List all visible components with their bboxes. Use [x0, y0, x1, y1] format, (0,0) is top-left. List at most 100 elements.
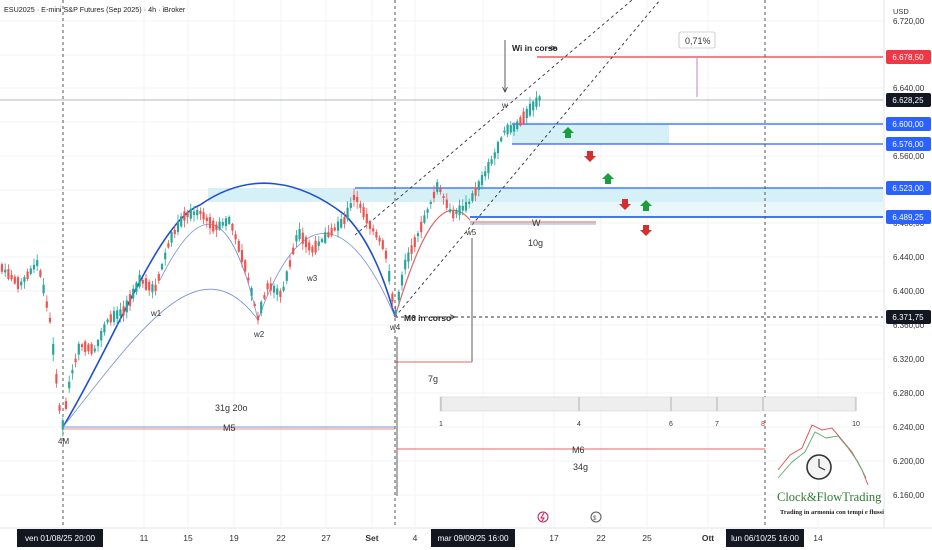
time-axis: 1115192227Set412172225Ott14ven 01/08/25 … [17, 529, 823, 547]
time-highlight-box [17, 529, 103, 547]
candle-body [61, 420, 64, 430]
candle-body [327, 232, 330, 238]
candle-body [103, 324, 106, 333]
candle-body [439, 188, 442, 193]
candle-body [48, 317, 52, 323]
candle-body [282, 286, 285, 291]
candle-body [125, 300, 128, 313]
candle-body [378, 237, 381, 242]
candle-body [138, 274, 141, 287]
candle-body [503, 130, 506, 133]
candle-body [189, 208, 192, 219]
time-tick: 11 [140, 533, 149, 543]
candle-body [416, 233, 420, 237]
candle-body [532, 101, 535, 111]
candle-body [36, 260, 39, 267]
ruler-label: 1 [439, 421, 443, 428]
arc-m5 [62, 204, 201, 428]
m6-label: M6 [572, 445, 585, 455]
label-34g: 34g [573, 462, 588, 472]
candle-body [336, 221, 340, 231]
candle-body [52, 344, 55, 355]
candle-body [39, 270, 42, 277]
price-tick: 6.640,00 [893, 84, 925, 93]
candle-body [7, 269, 10, 279]
candle-body [112, 310, 116, 323]
candle-body [500, 137, 503, 142]
candle-body [458, 205, 461, 216]
logo-name: Clock&FlowTrading [777, 490, 882, 504]
candle-body [228, 216, 231, 224]
count-ruler [439, 396, 856, 412]
candle-body [346, 207, 349, 220]
time-highlight-box [431, 529, 515, 547]
candle-body [183, 211, 186, 221]
candle-body [362, 207, 365, 218]
price-label: 6.678,50 [892, 53, 924, 62]
candle-body [340, 219, 343, 228]
candle-body [292, 247, 295, 255]
candle-body [84, 341, 87, 352]
candle-body [372, 228, 375, 232]
candle-body [311, 246, 314, 253]
candle-body [135, 282, 138, 292]
candle-body [461, 205, 464, 211]
price-label: 6.371,75 [892, 313, 924, 322]
candle-body [256, 315, 260, 321]
price-label: 6.489,25 [892, 213, 924, 222]
time-highlight: mar 09/09/25 16:00 [437, 534, 508, 543]
candle-body [16, 277, 20, 289]
wave-w2: w2 [253, 330, 265, 339]
currency-label: USD [893, 7, 909, 16]
label-10g: 10g [528, 238, 543, 248]
candle-body [269, 283, 272, 291]
label-7g: 7g [428, 374, 438, 384]
candle-body [106, 319, 109, 323]
wave-w-top: w [501, 101, 508, 110]
candle-body [240, 250, 244, 262]
lightning-icon[interactable] [537, 511, 549, 523]
candle-body [330, 227, 333, 236]
candle-body [26, 271, 29, 280]
candle-body [221, 222, 224, 226]
percent-label: 0,71% [685, 36, 711, 46]
candle-body [205, 217, 208, 221]
dividend-icon[interactable] [590, 511, 602, 523]
price-label: 6.628,25 [892, 96, 924, 105]
candle-body [119, 309, 122, 316]
candle-body [58, 405, 61, 411]
candle-body [160, 264, 164, 270]
candle-body [410, 245, 413, 254]
candle-body [365, 213, 368, 224]
arc-thin-1 [62, 288, 259, 428]
arrow-up-3 [640, 200, 652, 211]
candle-body [224, 218, 228, 226]
candle-body [528, 103, 532, 116]
time-tick: 15 [183, 533, 193, 543]
candle-body [231, 223, 234, 231]
candle-body [132, 288, 135, 299]
candle-body [263, 295, 266, 299]
wave-w5: w5 [465, 228, 477, 237]
candle-body [391, 293, 394, 302]
price-tick: 6.720,00 [893, 17, 925, 26]
candle-body [215, 224, 218, 231]
candle-body [42, 284, 45, 294]
price-tick: 6.280,00 [893, 389, 925, 398]
candle-body [164, 252, 167, 260]
candle-body [516, 121, 519, 130]
candle-body [538, 96, 541, 101]
zone-lower [208, 188, 883, 202]
candle-body [301, 232, 304, 244]
candle-body [23, 276, 26, 282]
candle-body [349, 203, 352, 208]
candle-body [10, 274, 13, 280]
candle-body [535, 97, 538, 107]
candle-body [144, 278, 148, 290]
candle-body [253, 303, 256, 307]
clock-hand-2 [818, 466, 826, 471]
arrow-down-2 [619, 199, 631, 210]
candle-body [480, 175, 484, 185]
candle-body [29, 268, 32, 274]
time-tick: 22 [596, 533, 606, 543]
